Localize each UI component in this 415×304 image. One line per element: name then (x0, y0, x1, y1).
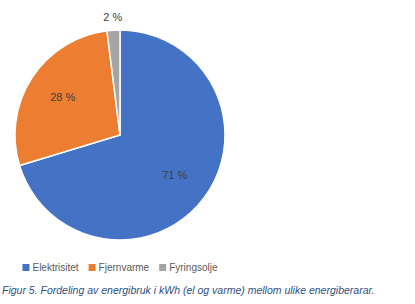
legend-swatch (159, 264, 166, 271)
data-label: 2 % (103, 11, 122, 23)
legend-label: Fjernvarme (99, 262, 150, 273)
legend: Elektrisitet Fjernvarme Fyringsolje (22, 262, 217, 273)
legend-swatch (22, 264, 29, 271)
pie-slice (107, 30, 120, 135)
legend-label: Fyringsolje (169, 262, 218, 273)
caption: Figur 5. Fordeling av energibruk i kWh (… (2, 284, 375, 296)
chart: 71 % 28 % 2 % Elektrisitet Fjernvarme Fyrings… (0, 0, 415, 304)
data-label: 71 % (162, 169, 187, 181)
data-label: 28 % (50, 91, 75, 103)
pie-slice (15, 31, 120, 166)
slices (15, 30, 225, 240)
legend-swatch (89, 264, 96, 271)
legend-label: Elektrisitet (32, 262, 78, 273)
